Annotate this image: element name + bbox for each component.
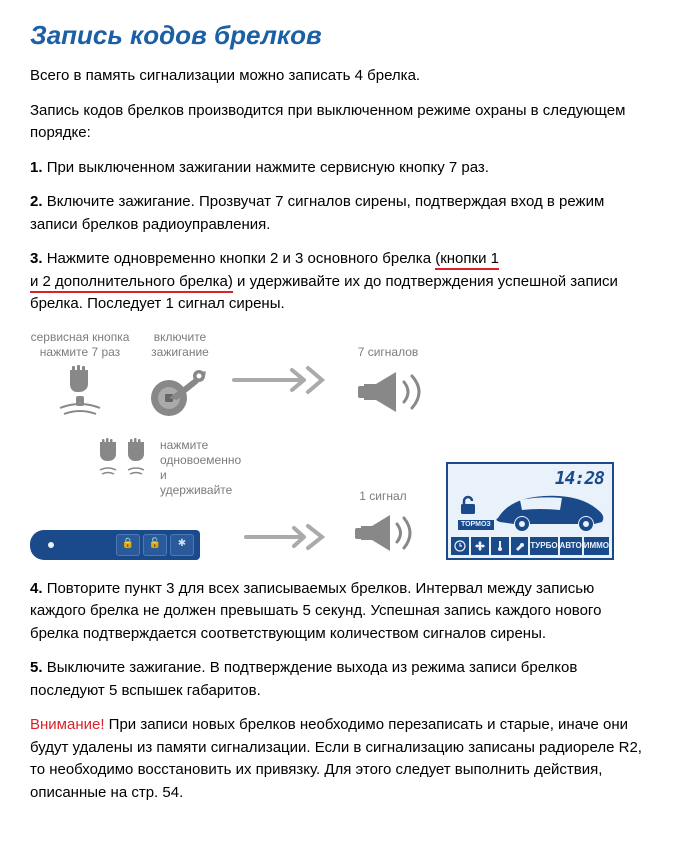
lcd-remote-display: 14:28 ТОРМОЗ xyxy=(446,462,614,560)
document-page: Запись кодов брелков Всего в память сигн… xyxy=(0,0,679,836)
car-icon xyxy=(490,488,608,538)
step-3-number: 3. xyxy=(30,250,43,267)
diagram-row-1: сервисная кнопканажмите 7 раз xyxy=(30,328,649,420)
step-2-text: Включите зажигание. Прозвучат 7 сигналов… xyxy=(30,193,604,233)
lcd-chip-fan-icon xyxy=(471,537,489,555)
arrow-right-icon xyxy=(230,364,326,396)
arrow-right-icon xyxy=(242,522,326,552)
step-5-text: Выключите зажигание. В подтверждение вых… xyxy=(30,659,577,699)
lcd-chip-thermo-icon xyxy=(491,537,509,555)
keyfob-illustration: 🔒 🔓 ✱ xyxy=(30,530,200,560)
step-4: 4. Повторите пункт 3 для всех записываем… xyxy=(30,578,649,646)
attention-paragraph: Внимание! При записи новых брелков необх… xyxy=(30,714,649,804)
label-7-signals: 7 сигналов xyxy=(358,345,419,360)
lcd-chip-clock-icon xyxy=(451,537,469,555)
page-title: Запись кодов брелков xyxy=(30,20,649,51)
lcd-chip-turbo: ТУРБО xyxy=(530,537,557,555)
lcd-chip-immo: ИММО xyxy=(584,537,609,555)
keyfob-button-2: 🔓 xyxy=(143,534,167,556)
label-press-hold: нажмите одновоеменно и удерживайте xyxy=(160,438,241,498)
intro-paragraph-2: Запись кодов брелков производится при вы… xyxy=(30,100,649,145)
step-1: 1. При выключенном зажигании нажмите сер… xyxy=(30,157,649,180)
step-1-text: При выключенном зажигании нажмите сервис… xyxy=(47,159,489,176)
ignition-key-icon xyxy=(147,364,213,420)
diagram-row-2: нажмите одновоеменно и удерживайте 🔒 🔓 ✱ xyxy=(30,438,649,560)
step-5-number: 5. xyxy=(30,659,43,676)
step-5: 5. Выключите зажигание. В подтверждение … xyxy=(30,657,649,702)
step-3: 3. Нажмите одновременно кнопки 2 и 3 осн… xyxy=(30,248,649,316)
lock-open-icon xyxy=(458,494,478,520)
step-3-pre: Нажмите одновременно кнопки 2 и 3 основн… xyxy=(47,250,436,267)
step-3-underline-2: и 2 дополнительного брелка) xyxy=(30,273,233,293)
lcd-bottom-row: ТУРБО АВТО ИММО xyxy=(451,537,609,555)
lcd-chip-wrench-icon xyxy=(511,537,529,555)
intro-paragraph-1: Всего в память сигнализации можно записа… xyxy=(30,65,649,88)
step-3-underline-1: (кнопки 1 xyxy=(435,250,499,270)
lcd-small-label: ТОРМОЗ xyxy=(458,520,494,531)
label-service-button: сервисная кнопканажмите 7 раз xyxy=(31,330,130,360)
step-4-text: Повторите пункт 3 для всех записываемых … xyxy=(30,580,601,642)
attention-label: Внимание! xyxy=(30,716,105,733)
keyfob-button-1: 🔒 xyxy=(116,534,140,556)
attention-text: При записи новых брелков необходимо пере… xyxy=(30,716,642,801)
step-2-number: 2. xyxy=(30,193,43,210)
step-1-number: 1. xyxy=(30,159,43,176)
two-hands-icon xyxy=(94,438,154,484)
keyfob-button-3: ✱ xyxy=(170,534,194,556)
step-2: 2. Включите зажигание. Прозвучат 7 сигна… xyxy=(30,191,649,236)
siren-icon xyxy=(347,508,419,560)
step-4-number: 4. xyxy=(30,580,43,597)
label-1-signal: 1 сигнал xyxy=(359,489,406,504)
lcd-chip-auto: АВТО xyxy=(560,537,582,555)
hand-press-icon xyxy=(50,364,110,420)
siren-icon xyxy=(348,364,428,420)
label-ignition: включитезажигание xyxy=(151,330,209,360)
